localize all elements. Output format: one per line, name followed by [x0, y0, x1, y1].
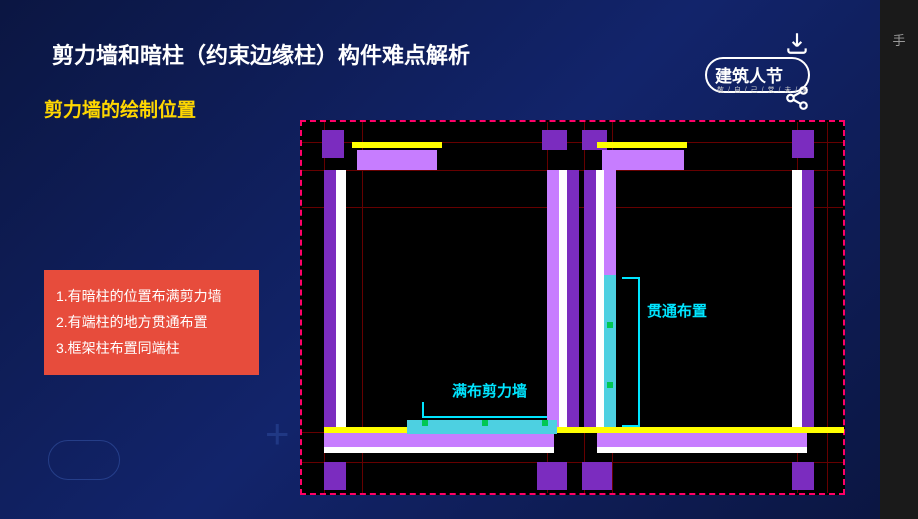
logo-text: 建筑人节 [715, 62, 783, 87]
download-icon[interactable] [784, 30, 810, 56]
label-through: 贯通布置 [647, 300, 707, 321]
label-fill: 满布剪力墙 [452, 380, 527, 401]
cad-block [422, 420, 428, 426]
cad-block [597, 433, 807, 447]
cad-block [482, 420, 488, 426]
slide-area: 剪力墙和暗柱（约束边缘柱）构件难点解析 剪力墙的绘制位置 建筑人节 敬 / 自 … [0, 0, 880, 519]
cad-block [537, 462, 567, 490]
cad-block [596, 170, 604, 430]
cad-block [567, 170, 579, 430]
cad-block [357, 150, 437, 170]
cad-block [802, 170, 814, 430]
slide-title: 剪力墙和暗柱（约束边缘柱）构件难点解析 [52, 38, 470, 70]
cad-block [542, 130, 567, 150]
cad-block [352, 142, 442, 148]
cad-block [322, 130, 344, 158]
bracket-fill [422, 402, 552, 418]
rule-3: 3.框架柱布置同端柱 [56, 335, 247, 361]
cad-block [604, 275, 616, 430]
cad-block [792, 462, 814, 490]
cad-block [602, 150, 684, 170]
rules-box: 1.有暗柱的位置布满剪力墙 2.有端柱的地方贯通布置 3.框架柱布置同端柱 [44, 270, 259, 375]
rule-2: 2.有端柱的地方贯通布置 [56, 309, 247, 335]
deco-plus-icon: + [265, 410, 290, 458]
cad-block [792, 170, 802, 430]
cad-block [542, 420, 548, 426]
cad-block [559, 170, 567, 430]
deco-cloud-icon [48, 440, 120, 480]
slide-subtitle: 剪力墙的绘制位置 [44, 95, 196, 122]
cad-block [792, 130, 814, 158]
cad-block [324, 433, 554, 447]
cad-block [336, 170, 346, 430]
share-icon[interactable] [784, 85, 810, 111]
cad-block [597, 447, 807, 453]
cad-block [547, 170, 559, 430]
side-label: 手 [880, 30, 918, 49]
cad-block [582, 462, 612, 490]
cad-block [324, 170, 336, 430]
bracket-through [622, 277, 640, 427]
cad-block [324, 447, 554, 453]
grid-line [827, 122, 828, 493]
cad-block [324, 462, 346, 490]
grid-line [302, 462, 843, 463]
cad-block [607, 382, 613, 388]
rule-1: 1.有暗柱的位置布满剪力墙 [56, 283, 247, 309]
cad-drawing: 满布剪力墙 贯通布置 [300, 120, 845, 495]
cad-block [604, 170, 616, 275]
right-panel: 手 [880, 0, 918, 519]
cad-block [607, 322, 613, 328]
cad-block [597, 142, 687, 148]
cad-block [584, 170, 596, 430]
